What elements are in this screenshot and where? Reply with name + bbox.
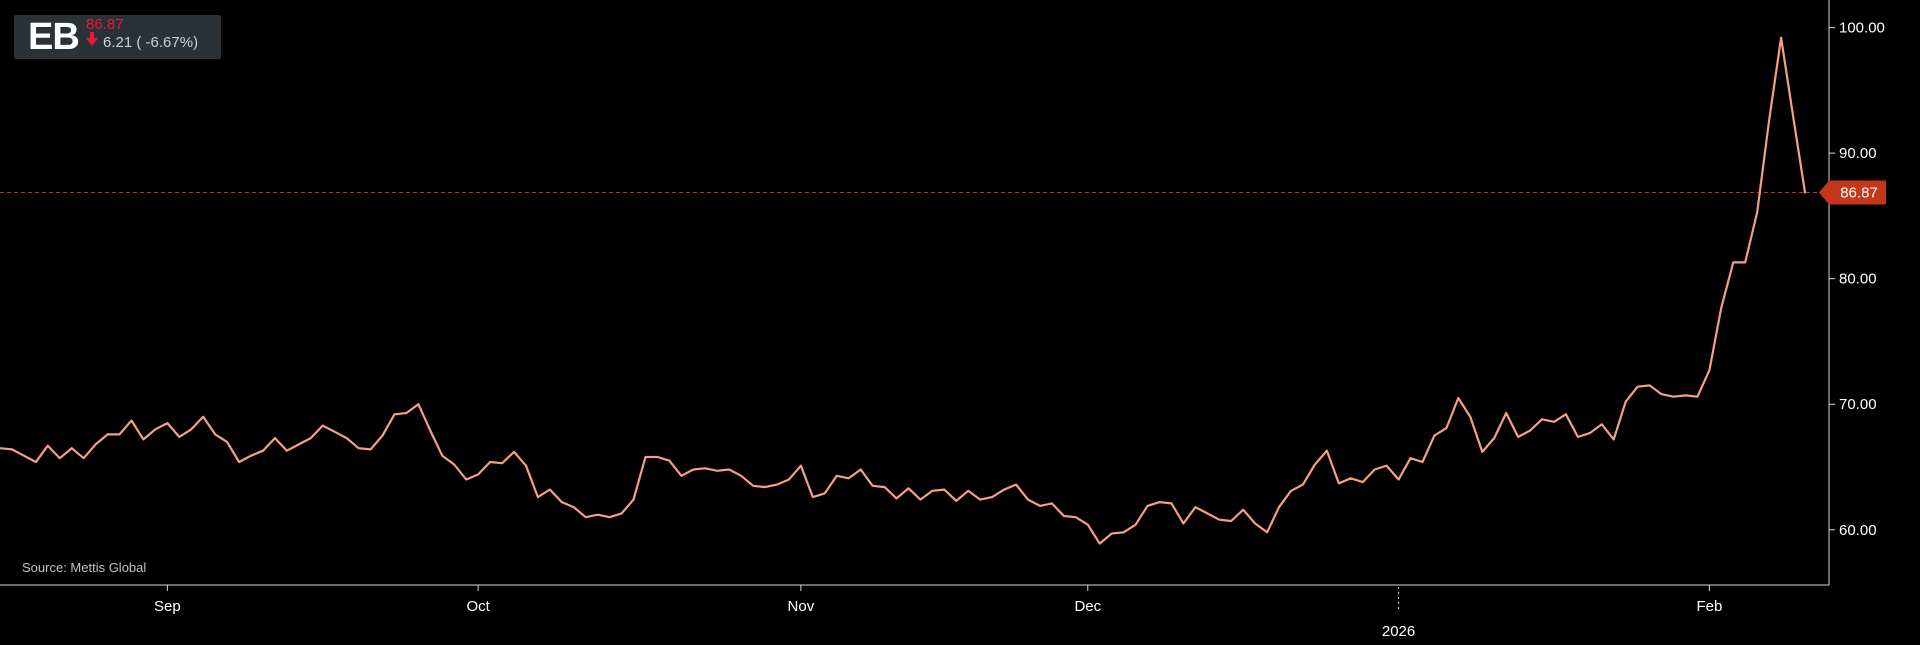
ticker-badge: EB 86.87 6.21 ( -6.67%)	[14, 15, 221, 59]
x-tick-label: Feb	[1696, 598, 1722, 615]
price-change-value: 6.21	[103, 34, 133, 51]
x-tick-label: Nov	[788, 598, 815, 615]
year-marker-label: 2026	[1382, 623, 1415, 640]
y-tick-label: 80.00	[1839, 271, 1877, 288]
y-tick-label: 100.00	[1839, 20, 1885, 37]
ticker-symbol: EB	[28, 16, 80, 58]
y-tick-label: 90.00	[1839, 145, 1877, 162]
down-arrow-icon	[86, 32, 98, 46]
y-tick-label: 70.00	[1839, 396, 1877, 413]
series-layer	[0, 36, 1807, 545]
last-price-flag-label: 86.87	[1840, 184, 1878, 201]
x-tick-label: Dec	[1074, 598, 1101, 615]
labels-layer: 60.00 70.00 80.00 90.00 100.00 Sep Oct Nov Dec Fe…	[154, 20, 1886, 640]
source-note: Source: Mettis Global	[22, 560, 147, 575]
price-change: 6.21 ( -6.67%)	[86, 32, 199, 52]
last-price-flag	[1819, 180, 1886, 205]
x-tick-label: Sep	[154, 598, 181, 615]
x-tick-label: Oct	[466, 598, 490, 615]
price-change-percent: ( -6.67%)	[136, 34, 199, 51]
series-line	[0, 36, 1807, 545]
y-tick-label: 60.00	[1839, 522, 1877, 539]
axes-layer	[0, 0, 1835, 611]
current-price: 86.87	[86, 16, 124, 33]
